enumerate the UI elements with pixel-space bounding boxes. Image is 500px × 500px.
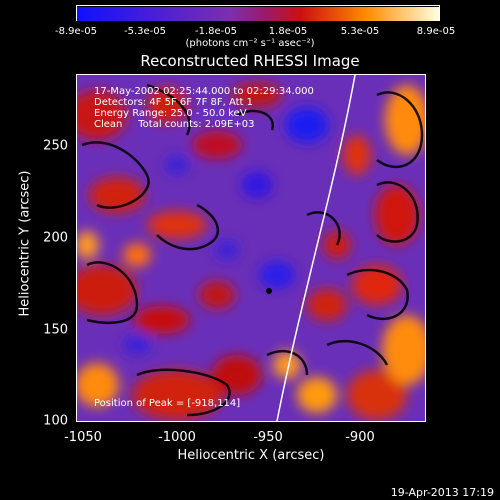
y-tick-label: 100: [43, 413, 68, 429]
clean-counts-text: Clean Total counts: 2.09E+03: [94, 119, 255, 130]
colorbar-tick-label: 5.3e-05: [340, 26, 380, 37]
x-tick-label: -1000: [158, 430, 196, 445]
footer-date: 19-Apr-2013 17:19: [390, 486, 494, 499]
colorbar-tick-label: 1.8e-05: [268, 26, 308, 37]
x-tick-label: -900: [345, 430, 375, 445]
annotation-block: 17-May-2002 02:25:44.000 to 02:29:34.000…: [94, 86, 314, 130]
plot-title: Reconstructed RHESSI Image: [140, 52, 360, 70]
x-tick-label: -1050: [64, 430, 102, 445]
colorbar-tick-label: -5.3e-05: [124, 26, 166, 37]
colorbar-gradient: [77, 7, 439, 21]
colorbar-units: (photons cm⁻² s⁻¹ asec⁻²): [185, 38, 315, 49]
peak-marker: [266, 288, 272, 294]
image-canvas: [77, 75, 425, 421]
time-range-text: 17-May-2002 02:25:44.000 to 02:29:34.000: [94, 86, 314, 97]
x-tick-label: -950: [253, 430, 283, 445]
energy-range-text: Energy Range: 25.0 - 50.0 keV: [94, 108, 247, 119]
colorbar: [76, 5, 440, 21]
y-tick-label: 150: [43, 322, 68, 338]
peak-position-text: Position of Peak = [-918,114]: [94, 398, 241, 409]
x-axis-label: Heliocentric X (arcsec): [177, 448, 325, 463]
colorbar-tick-label: -1.8e-05: [195, 26, 237, 37]
colorbar-tick-label: -8.9e-05: [55, 26, 97, 37]
y-axis-label: Heliocentric Y (arcsec): [17, 170, 33, 317]
y-tick-label: 250: [43, 138, 68, 154]
solar-limb-line: [276, 75, 356, 421]
detectors-text: Detectors: 4F 5F 6F 7F 8F, Att 1: [94, 97, 254, 108]
contour-lines: [81, 83, 424, 417]
colorbar-tick-label: 8.9e-05: [416, 26, 456, 37]
y-tick-label: 200: [43, 230, 68, 246]
rhessi-image: [76, 74, 426, 422]
